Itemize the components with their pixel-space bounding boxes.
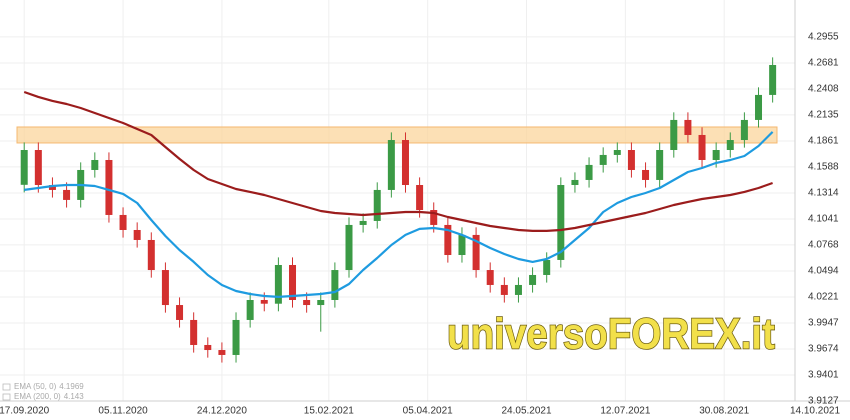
candle-body [63,189,71,200]
y-tick-label: 4.2135 [808,110,839,121]
candle-body [20,150,28,185]
y-tick-label: 4.2408 [808,84,839,95]
candle-body [303,299,311,306]
candle-body [430,210,438,225]
candle-body [571,179,579,186]
candle-body [698,134,706,160]
candle-body [373,189,381,221]
candles [20,57,777,363]
candle-body [684,119,692,135]
candle-body [557,185,565,260]
candle-body [670,119,678,151]
candle-body [627,150,635,170]
y-tick-label: 3.9947 [808,318,839,329]
candle-body [514,284,522,295]
y-tick-label: 3.9401 [808,370,839,381]
x-tick-label: 30.08.2021 [699,406,749,417]
candle-body [740,119,748,141]
candle-body [585,164,593,180]
candle-body [289,264,297,300]
candle-body [218,350,226,355]
y-tick-label: 4.1861 [808,136,839,147]
candle-body [543,259,551,275]
candle-body [486,270,494,285]
x-tick-label: 05.11.2020 [98,406,148,417]
candle-body [161,270,169,306]
candle-body [472,234,480,271]
legend-name: EMA (200, 0) [14,392,61,401]
indicator-lines [23,90,774,298]
legend-entry: EMA (50, 0) 4.1969 [14,382,84,391]
candle-body [529,274,537,285]
x-tick-label: 24.12.2020 [197,406,247,417]
candle-body [387,140,395,190]
candle-body [345,224,353,271]
legend-value: 4.1969 [59,382,84,391]
candle-body [359,220,367,225]
candle-body [232,319,240,355]
x-tick-label: 15.02.2021 [304,406,354,417]
x-tick-label: 12.07.2021 [600,406,650,417]
candle-body [755,94,763,120]
candle-body [260,299,268,304]
y-tick-label: 4.1314 [808,188,839,199]
candle-body [274,264,282,304]
zone-band [16,126,778,144]
candle-body [105,159,113,215]
watermark: universoFOREX.it [447,310,775,359]
y-tick-label: 4.0768 [808,240,839,251]
candle-body [599,154,607,165]
candle-body [458,234,466,256]
legend-swatch [2,393,11,401]
candle-body [204,344,212,351]
candle-body [246,299,254,320]
x-tick-label: 14.10.2021 [790,406,840,417]
candle-body [613,150,621,155]
candle-body [444,224,452,256]
y-tick-label: 3.9674 [808,344,839,355]
zone-layer [16,126,778,144]
y-tick-label: 3.9127 [808,396,839,407]
y-tick-label: 4.2955 [808,32,839,43]
ema-line [24,131,774,298]
candle-body [401,140,409,186]
candle-body [712,150,720,160]
legend-name: EMA (50, 0) [14,382,57,391]
x-tick-label: 05.04.2021 [403,406,453,417]
candle-body [416,185,424,211]
candle-body [34,150,42,186]
ticks: 3.9127 3.9401 3.9674 3.9947 4.0221 4.0494 4.07… [0,32,840,417]
legend-entry: EMA (200, 0) 4.143 [14,392,84,401]
x-tick-label: 17.09.2020 [0,406,50,417]
y-tick-label: 4.1588 [808,162,839,173]
y-tick-label: 4.2681 [808,58,839,69]
candle-body [642,169,650,180]
candle-body [656,150,664,180]
candle-body [190,319,198,345]
candle-body [48,185,56,190]
candle-body [133,229,141,240]
candle-body [176,305,184,320]
candle-body [726,140,734,151]
y-tick-label: 4.0221 [808,292,839,303]
ema-line [23,90,773,232]
legend-value: 4.143 [64,392,85,401]
candle-body [119,214,127,230]
y-tick-label: 4.0494 [808,266,839,277]
candle-body [500,284,508,295]
candle-body [331,270,339,300]
candle-body [147,239,155,271]
candle-body [317,299,325,306]
candle-body [91,159,99,170]
x-tick-label: 24.05.2021 [501,406,551,417]
y-tick-label: 4.1041 [808,214,839,225]
candle-body [769,64,777,95]
legend-swatch [2,383,11,391]
